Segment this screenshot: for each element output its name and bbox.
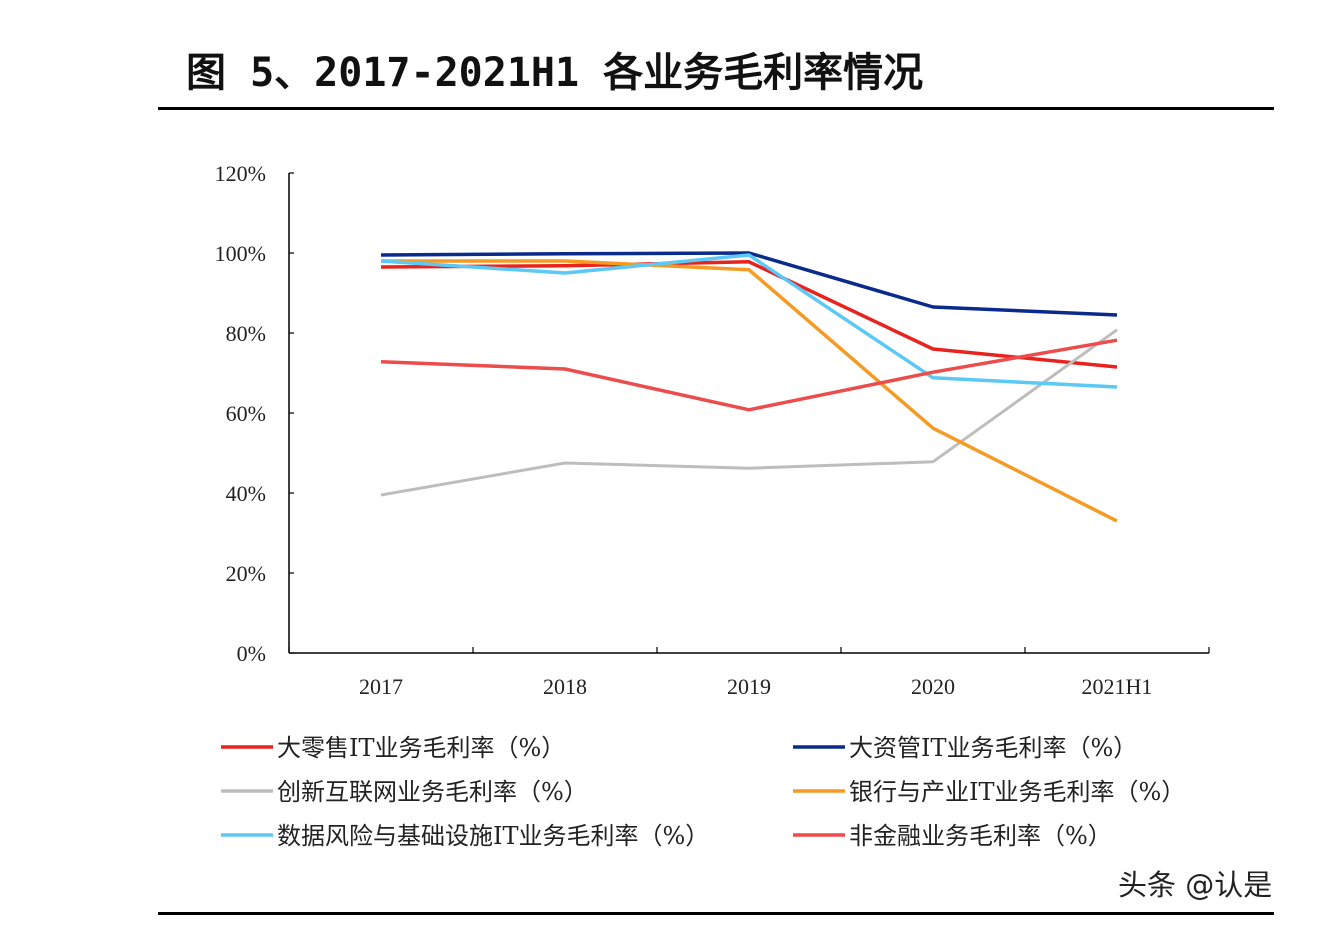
x-tick-label: 2019 [727,674,771,699]
y-tick-label: 0% [237,641,266,666]
x-tick-label: 2021H1 [1082,674,1153,699]
y-tick-label: 120% [215,161,266,186]
y-tick-label: 40% [226,481,266,506]
watermark: 头条 @认是 [1118,868,1273,902]
x-tick-label: 2017 [359,674,403,699]
series-line-6 [380,338,1118,412]
legend-label: 银行与产业IT业务毛利率（%） [849,778,1185,806]
legend-label: 创新互联网业务毛利率（%） [277,778,588,806]
y-tick-label: 80% [226,321,266,346]
legend-label: 数据风险与基础设施IT业务毛利率（%） [277,822,709,850]
x-tick-label: 2018 [543,674,587,699]
y-tick-label: 100% [215,241,266,266]
bottom-rule [158,912,1274,915]
chart-title: 图 5、2017-2021H1 各业务毛利率情况 [186,50,924,96]
series-line-1 [380,260,1118,369]
x-tick-label: 2020 [911,674,955,699]
y-tick-label: 60% [226,401,266,426]
y-tick-label: 20% [226,561,266,586]
legend-label: 大零售IT业务毛利率（%） [277,734,565,762]
top-rule [158,107,1274,110]
legend-label: 大资管IT业务毛利率（%） [849,734,1137,762]
legend-label: 非金融业务毛利率（%） [849,822,1112,850]
series-line-4 [381,259,1118,523]
